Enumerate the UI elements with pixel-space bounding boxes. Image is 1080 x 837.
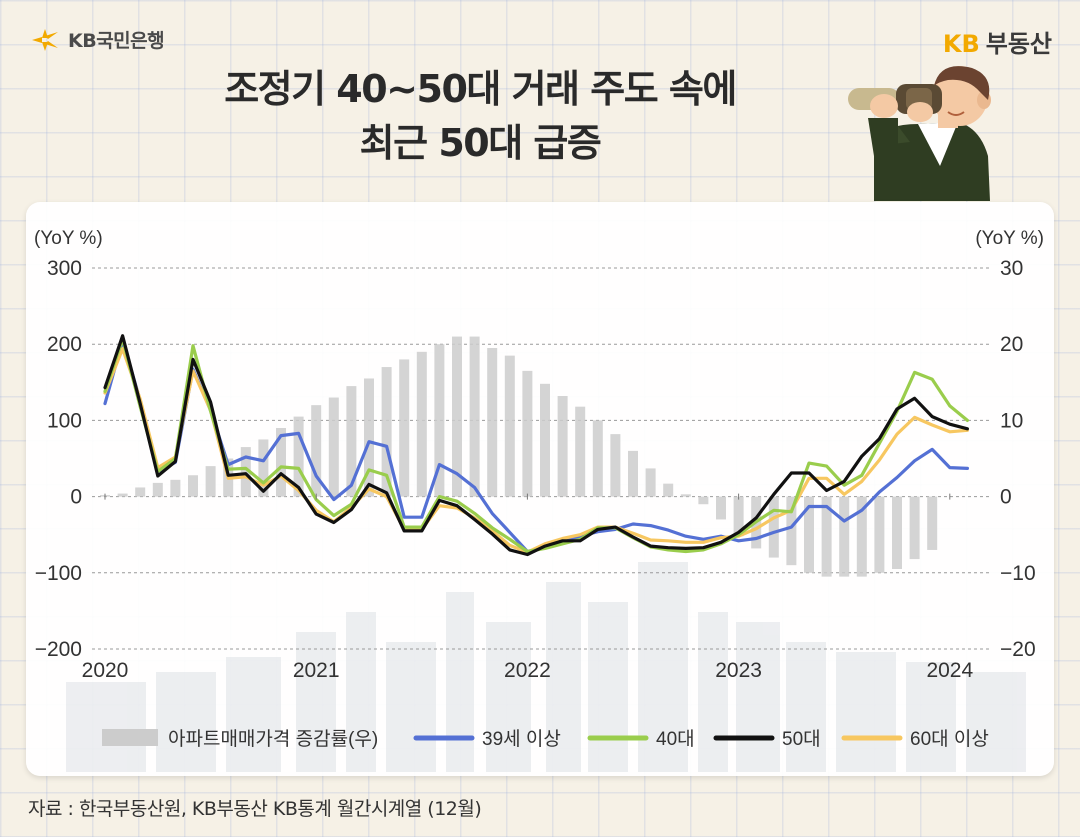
legend-label-bars: 아파트매매가격 증감률(우) bbox=[168, 728, 378, 750]
price-change-bar bbox=[786, 496, 797, 566]
page-title: 조정기 40~50대 거래 주도 속에 최근 50대 급증 bbox=[150, 62, 810, 170]
right-tick-label: 20 bbox=[1000, 333, 1023, 356]
price-change-bar bbox=[452, 336, 462, 497]
price-change-bar bbox=[328, 397, 339, 497]
title-line-1: 조정기 40~50대 거래 주도 속에 bbox=[224, 67, 737, 111]
price-change-bar bbox=[364, 378, 374, 497]
price-change-bar bbox=[522, 370, 533, 497]
left-tick-label: 100 bbox=[47, 409, 82, 432]
left-tick-label: −100 bbox=[35, 562, 82, 585]
legend-label: 39세 이상 bbox=[482, 728, 561, 750]
price-change-bar bbox=[628, 450, 638, 497]
price-change-bar bbox=[311, 405, 322, 497]
price-change-bar bbox=[293, 416, 304, 497]
price-change-bar bbox=[557, 396, 568, 497]
x-tick-label: 2023 bbox=[715, 659, 762, 682]
left-tick-label: 0 bbox=[70, 486, 82, 509]
price-change-bar bbox=[927, 496, 938, 550]
price-change-bar bbox=[540, 383, 550, 497]
source-note: 자료 : 한국부동산원, KB부동산 KB통계 월간시계열 (12월) bbox=[28, 798, 482, 820]
legend: 아파트매매가격 증감률(우) 39세 이상 40대 50대 60대 이상 bbox=[102, 728, 989, 750]
price-change-bar bbox=[434, 344, 445, 497]
right-tick-label: −10 bbox=[1000, 562, 1036, 585]
price-change-bar bbox=[469, 336, 480, 497]
price-change-bar bbox=[804, 496, 814, 573]
right-tick-label: 10 bbox=[1000, 409, 1023, 432]
price-change-bar bbox=[205, 466, 216, 497]
price-change-bar bbox=[680, 494, 691, 497]
left-tick-label: −200 bbox=[35, 638, 82, 661]
left-axis-label: (YoY %) bbox=[34, 228, 103, 249]
series-line-39-plus bbox=[103, 338, 970, 554]
price-change-bar bbox=[258, 439, 269, 497]
series-line-60-plus bbox=[103, 347, 970, 554]
axes: (YoY %) (YoY %)3002001000−100−2003020100−… bbox=[34, 228, 1044, 682]
kb-real-estate-text: 부동산 bbox=[985, 30, 1052, 58]
kb-real-estate-logo: KB 부동산 bbox=[943, 24, 1052, 59]
price-change-bar bbox=[399, 359, 410, 497]
price-change-bar bbox=[716, 496, 726, 520]
price-change-bar bbox=[117, 493, 128, 497]
price-change-bar bbox=[909, 496, 920, 560]
chart: (YoY %) (YoY %)3002001000−100−2003020100−… bbox=[34, 228, 1044, 772]
chart-card: (YoY %) (YoY %) 300 200 100 0 −100 −200 30 20 10 0−… bbox=[26, 202, 1054, 776]
left-tick-label: 300 bbox=[47, 257, 82, 280]
left-tick-label: 200 bbox=[47, 333, 82, 356]
price-change-bar bbox=[610, 434, 621, 497]
kb-star-icon bbox=[32, 28, 58, 51]
right-tick-label: 30 bbox=[1000, 257, 1023, 280]
price-change-bar bbox=[487, 348, 498, 497]
x-tick-label: 2021 bbox=[293, 659, 340, 682]
price-change-bar bbox=[152, 482, 163, 497]
price-change-bar bbox=[240, 447, 251, 497]
price-change-bar bbox=[733, 496, 744, 537]
series-line-50s bbox=[103, 334, 970, 557]
legend-swatch-bars bbox=[102, 729, 158, 746]
price-change-bar bbox=[592, 420, 603, 497]
price-change-bar bbox=[170, 479, 181, 497]
kb-bank-logo: KB국민은행 bbox=[28, 26, 165, 53]
right-tick-label: −20 bbox=[1000, 638, 1036, 661]
price-change-bar bbox=[575, 406, 586, 497]
price-change-bar bbox=[276, 428, 286, 497]
legend-label: 60대 이상 bbox=[910, 728, 989, 750]
city-skyline-background bbox=[66, 562, 1026, 772]
price-change-bar bbox=[645, 468, 656, 497]
binoculars-person-illustration bbox=[848, 66, 991, 201]
kb-bank-logo-text: KB국민은행 bbox=[68, 30, 165, 52]
title-line-2: 최근 50대 급증 bbox=[359, 121, 602, 165]
price-change-bar bbox=[346, 386, 357, 497]
x-tick-label: 2022 bbox=[504, 659, 551, 682]
series-line-40s bbox=[103, 337, 970, 554]
right-tick-label: 0 bbox=[1000, 486, 1012, 509]
price-change-bar bbox=[188, 475, 198, 497]
price-change-bar bbox=[504, 355, 515, 497]
legend-label: 40대 bbox=[656, 728, 695, 750]
series-lines bbox=[103, 334, 970, 557]
x-tick-label: 2020 bbox=[82, 659, 129, 682]
right-axis-label: (YoY %) bbox=[975, 228, 1044, 249]
price-change-bar bbox=[874, 496, 885, 573]
kb-real-estate-prefix: KB bbox=[942, 30, 980, 58]
price-change-bar bbox=[135, 487, 146, 497]
price-change-bar bbox=[856, 496, 867, 577]
price-change-bar bbox=[892, 496, 902, 569]
price-change-bar bbox=[839, 496, 850, 577]
legend-label: 50대 bbox=[782, 728, 821, 750]
price-change-bar bbox=[416, 351, 427, 497]
price-change-bar bbox=[768, 496, 779, 558]
price-change-bar bbox=[381, 367, 392, 497]
price-change-bar bbox=[698, 496, 709, 505]
price-change-bar bbox=[821, 496, 832, 577]
x-tick-label: 2024 bbox=[926, 659, 973, 682]
price-change-bar bbox=[663, 483, 674, 497]
